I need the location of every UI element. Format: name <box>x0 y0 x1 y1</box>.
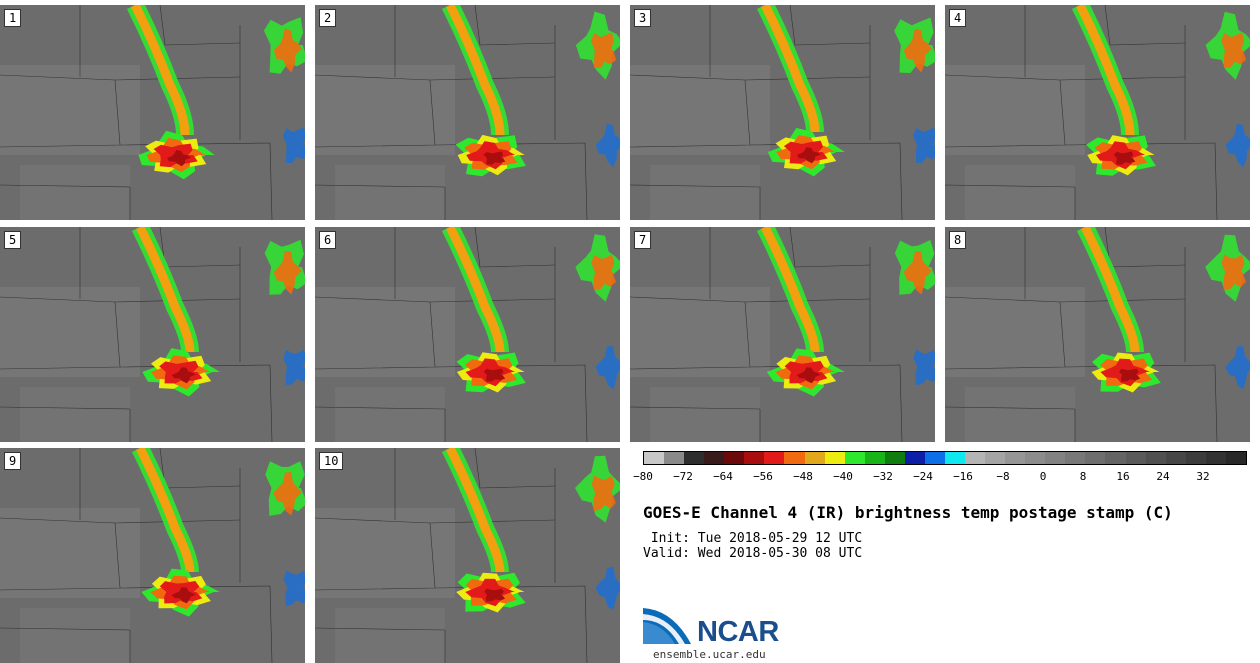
stamp-panel: 9 <box>0 448 305 663</box>
valid-time: Valid: Wed 2018-05-30 08 UTC <box>643 546 863 561</box>
colorbar-swatch <box>1205 452 1226 464</box>
colorbar-swatch <box>764 452 785 464</box>
ir-map <box>630 5 935 220</box>
colorbar-swatch <box>844 452 865 464</box>
colorbar-tick-label: −16 <box>953 470 973 483</box>
colorbar-swatch <box>924 452 945 464</box>
colorbar-swatch <box>1165 452 1186 464</box>
colorbar-swatch <box>965 452 986 464</box>
colorbar-swatch <box>1185 452 1206 464</box>
colorbar-tick-label: −64 <box>713 470 733 483</box>
colorbar-swatch <box>804 452 825 464</box>
panel-number-label: 5 <box>4 231 22 249</box>
colorbar-swatch <box>944 452 965 464</box>
colorbar-swatch <box>744 452 765 464</box>
colorbar-tick-label: 24 <box>1156 470 1170 483</box>
colorbar-swatch <box>1145 452 1166 464</box>
ir-map <box>630 227 935 442</box>
colorbar-swatch <box>724 452 745 464</box>
stamp-panel: 1 <box>0 5 305 220</box>
colorbar-tick-label: 32 <box>1196 470 1210 483</box>
colorbar-swatch <box>684 452 705 464</box>
panel-number-label: 4 <box>949 9 967 27</box>
colorbar-swatch <box>1105 452 1126 464</box>
colorbar-swatch <box>644 452 665 464</box>
colorbar-swatch <box>1005 452 1026 464</box>
colorbar-tick-label: −8 <box>996 470 1010 483</box>
colorbar-swatch <box>985 452 1006 464</box>
ir-map <box>0 448 305 663</box>
ncar-logo-icon <box>643 608 691 644</box>
stamp-panel: 7 <box>630 227 935 442</box>
colorbar-ticks: −80 −72 −64 −56 −48 −40 −32 −24 −16 −8 0 8 16 24 32 <box>633 470 1247 484</box>
stamp-panel: 8 <box>945 227 1250 442</box>
colorbar-swatch <box>1065 452 1086 464</box>
panel-number-label: 3 <box>634 9 652 27</box>
ir-map <box>0 227 305 442</box>
stamp-panel: 6 <box>315 227 620 442</box>
colorbar-swatch <box>884 452 905 464</box>
colorbar-swatch <box>704 452 725 464</box>
ir-map <box>945 227 1250 442</box>
stamp-panel: 3 <box>630 5 935 220</box>
panel-number-label: 1 <box>4 9 22 27</box>
colorbar-tick-label: −32 <box>873 470 893 483</box>
init-time: Init: Tue 2018-05-29 12 UTC <box>643 531 863 546</box>
colorbar-swatch <box>1025 452 1046 464</box>
colorbar-swatch <box>784 452 805 464</box>
stamp-panel: 2 <box>315 5 620 220</box>
colorbar-swatch <box>824 452 845 464</box>
ir-map <box>315 448 620 663</box>
ir-map <box>0 5 305 220</box>
panel-number-label: 2 <box>319 9 337 27</box>
colorbar-tick-label: −48 <box>793 470 813 483</box>
colorbar-tick-label: 8 <box>1079 470 1087 483</box>
panel-number-label: 6 <box>319 231 337 249</box>
site-url: ensemble.ucar.edu <box>653 648 766 661</box>
colorbar-swatch <box>1125 452 1146 464</box>
colorbar-tick-label: −24 <box>913 470 933 483</box>
ir-map <box>945 5 1250 220</box>
colorbar-tick-label: −56 <box>753 470 773 483</box>
panel-number-label: 7 <box>634 231 652 249</box>
colorbar-swatch <box>664 452 685 464</box>
stamp-panel: 4 <box>945 5 1250 220</box>
colorbar-swatch <box>864 452 885 464</box>
colorbar <box>643 451 1247 465</box>
colorbar-swatch <box>1225 452 1246 464</box>
colorbar-swatch <box>1085 452 1106 464</box>
colorbar-tick-label: 0 <box>1039 470 1047 483</box>
colorbar-swatch <box>904 452 925 464</box>
panel-number-label: 9 <box>4 452 22 470</box>
colorbar-tick-label: 16 <box>1116 470 1130 483</box>
figure-title: GOES-E Channel 4 (IR) brightness temp po… <box>643 503 1173 522</box>
colorbar-tick-label: −80 <box>633 470 653 483</box>
colorbar-swatch <box>1045 452 1066 464</box>
stamp-panel: 5 <box>0 227 305 442</box>
panel-number-label: 10 <box>319 452 344 470</box>
colorbar-tick-label: −72 <box>673 470 693 483</box>
logo-text: NCAR <box>697 616 779 648</box>
ir-map <box>315 227 620 442</box>
stamp-panel: 10 <box>315 448 620 663</box>
colorbar-tick-label: −40 <box>833 470 853 483</box>
panel-number-label: 8 <box>949 231 967 249</box>
ir-map <box>315 5 620 220</box>
